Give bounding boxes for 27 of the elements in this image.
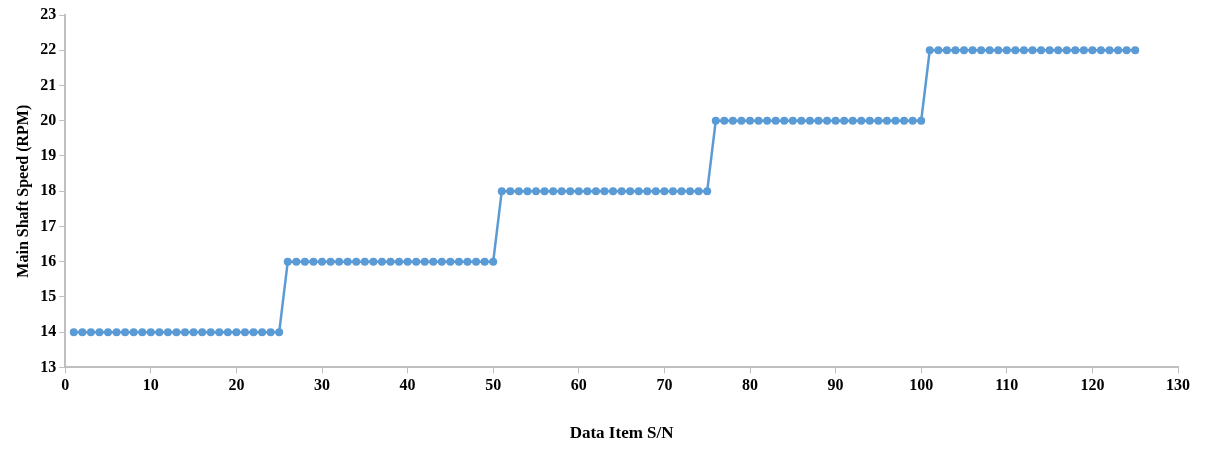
x-tick-label: 130 bbox=[1166, 376, 1190, 394]
y-tick-label: 16 bbox=[40, 251, 57, 269]
y-tick-label: 20 bbox=[40, 110, 57, 128]
y-axis-title: Main Shaft Speed (RPM) bbox=[13, 104, 32, 278]
x-axis-title: Data Item S/N bbox=[569, 423, 675, 443]
y-tick-label: 14 bbox=[40, 322, 57, 340]
x-tick-label: 70 bbox=[656, 376, 673, 394]
x-tick-label: 110 bbox=[995, 376, 1019, 394]
y-tick-label: 23 bbox=[40, 5, 57, 23]
x-tick-label: 80 bbox=[742, 376, 758, 394]
x-tick-label: 60 bbox=[570, 376, 587, 394]
x-tick-label: 40 bbox=[399, 376, 416, 394]
y-tick-label: 22 bbox=[40, 40, 57, 58]
y-tick-label: 21 bbox=[40, 75, 57, 93]
x-tick-label: 0 bbox=[61, 376, 70, 394]
x-tick-label: 100 bbox=[909, 376, 934, 394]
y-tick-label: 18 bbox=[40, 181, 57, 199]
y-tick-label: 17 bbox=[40, 216, 57, 234]
x-tick-label: 50 bbox=[485, 376, 502, 394]
x-tick-label: 30 bbox=[314, 376, 330, 394]
x-tick-label: 90 bbox=[827, 376, 844, 394]
y-tick-label: 13 bbox=[40, 357, 57, 375]
y-tick-label: 19 bbox=[40, 146, 57, 164]
x-tick-label: 10 bbox=[142, 376, 159, 394]
x-tick-label: 120 bbox=[1080, 376, 1105, 394]
y-tick-label: 15 bbox=[40, 287, 57, 305]
x-tick-label: 20 bbox=[228, 376, 245, 394]
